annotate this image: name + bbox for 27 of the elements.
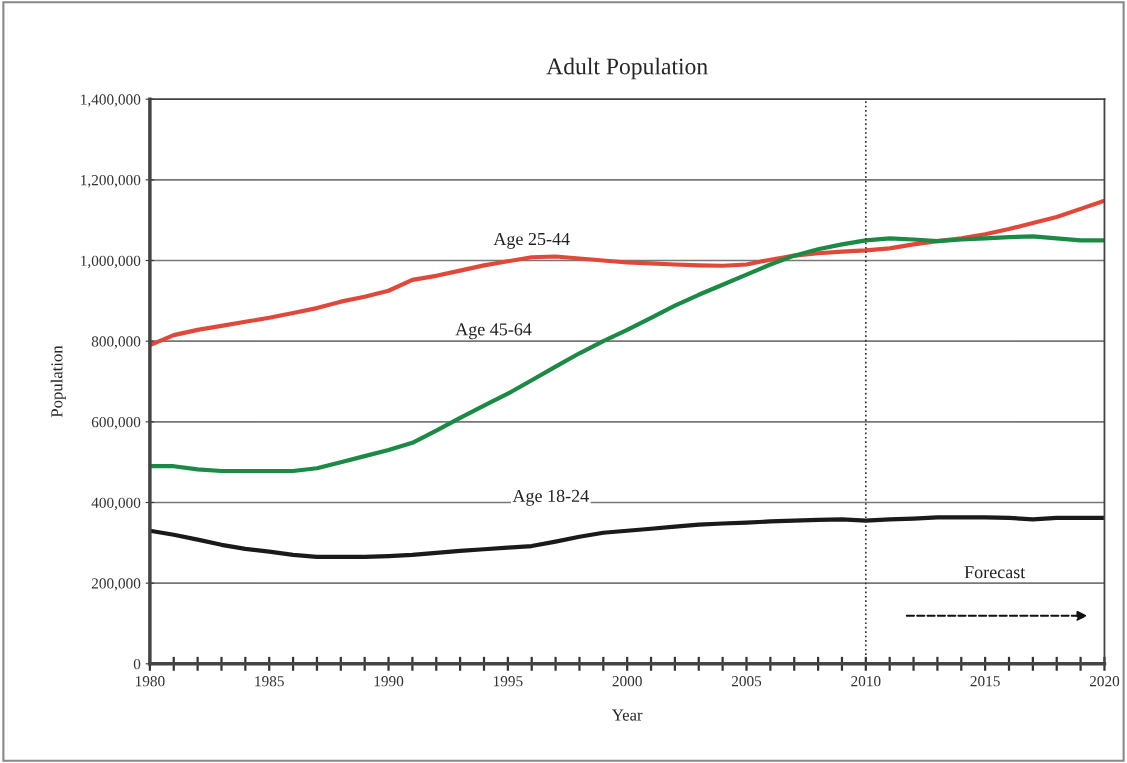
line-series [149, 234, 1105, 474]
x-tick-label: 2010 [851, 676, 881, 687]
x-axis-title: Year [612, 709, 643, 721]
x-tick-label: 2000 [612, 676, 642, 687]
y-tick-label: 1,000,000 [81, 255, 141, 269]
x-tick-label: 1990 [374, 676, 404, 687]
chart-title: Adult Population [546, 57, 708, 80]
y-tick-label: 400,000 [91, 497, 141, 511]
annotation: Age 45-64 [455, 323, 532, 340]
line-series [149, 198, 1105, 348]
y-tick-label: 600,000 [91, 416, 141, 430]
annotation: Forecast [964, 566, 1026, 579]
x-tick-label: 2020 [1089, 676, 1120, 687]
x-tick-label: 1995 [493, 676, 523, 687]
annotation: Age 18-24 [512, 489, 589, 506]
x-tick-label: 2005 [731, 676, 762, 687]
x-tick-label: 1980 [135, 676, 165, 687]
x-tick-label: 1985 [255, 676, 284, 687]
y-tick-label: 0 [133, 658, 141, 670]
y-tick-label: 1,400,000 [81, 94, 141, 107]
y-tick-label: 800,000 [91, 336, 141, 349]
y-tick-label: 1,200,000 [81, 174, 141, 188]
x-tick-label: 2015 [970, 676, 1000, 687]
line-series [149, 515, 1105, 560]
y-tick-label: 200,000 [91, 578, 141, 591]
y-axis-title: Population [50, 345, 66, 418]
annotation: Age 25-44 [493, 232, 570, 249]
